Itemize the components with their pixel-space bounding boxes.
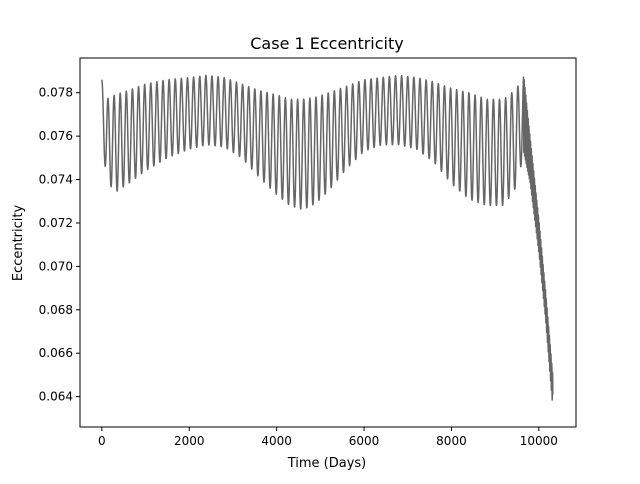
x-axis-label: Time (Days) [287,456,367,471]
chart-title: Case 1 Eccentricity [250,34,403,53]
x-tick-label: 8000 [436,434,467,448]
y-tick-label: 0.064 [39,390,73,404]
y-tick-label: 0.070 [39,259,73,273]
y-tick-label: 0.072 [39,216,73,230]
y-tick-label: 0.074 [39,173,73,187]
plot-area [101,74,554,401]
axes-frame [79,57,577,428]
y-tick-label: 0.076 [39,129,73,143]
x-tick-label: 10000 [520,434,558,448]
x-tick-label: 2000 [174,434,205,448]
x-tick-label: 6000 [349,434,380,448]
x-tick-label: 4000 [261,434,292,448]
y-tick-label: 0.068 [39,303,73,317]
x-tick-label: 0 [98,434,106,448]
y-tick-label: 0.066 [39,346,73,360]
y-axis-label: Eccentricity [11,205,26,282]
axes: 0 2000 4000 6000 8000 10000 0.064 0.066 0.068 0.0… [39,57,577,448]
series-line-0 [101,74,554,401]
y-tick-label: 0.078 [39,86,73,100]
